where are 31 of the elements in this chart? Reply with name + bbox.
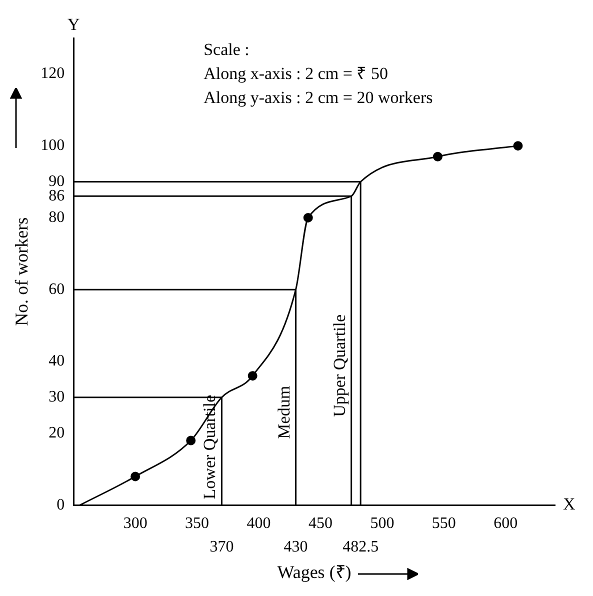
annotation: Along x-axis : 2 cm = ₹ 50 bbox=[204, 64, 388, 83]
annotation: Scale : bbox=[204, 40, 250, 59]
x-tick-label: 600 bbox=[494, 515, 518, 532]
text: X bbox=[563, 494, 576, 514]
y-tick-label: 0 bbox=[56, 496, 65, 514]
x-tick-label: 550 bbox=[432, 515, 456, 532]
annotation: 430 bbox=[284, 538, 308, 556]
x-tick-label: 400 bbox=[246, 515, 271, 532]
text: Upper Quartile bbox=[330, 314, 349, 417]
x-axis-title: Wages (₹) bbox=[277, 562, 352, 582]
y-tick-label: 90 bbox=[48, 172, 65, 190]
x-tick-label: 500 bbox=[370, 515, 394, 532]
x-tick-label: 300 bbox=[123, 515, 148, 532]
annotation: Along y-axis : 2 cm = 20 workers bbox=[204, 88, 433, 107]
y-tick-label: 80 bbox=[48, 208, 65, 226]
text: Y bbox=[67, 14, 80, 34]
point bbox=[513, 141, 523, 151]
y-tick-label: 40 bbox=[48, 352, 65, 370]
annotation: 482.5 bbox=[342, 538, 379, 556]
x-tick-label: 450 bbox=[308, 515, 332, 532]
y-axis-title: No. of workers bbox=[12, 217, 32, 326]
text: Medum bbox=[274, 386, 294, 439]
y-tick-label: 86 bbox=[48, 187, 65, 204]
y-tick-label: 20 bbox=[48, 424, 65, 442]
y-tick-label: 120 bbox=[40, 65, 65, 82]
y-tick-label: 60 bbox=[48, 280, 65, 298]
annotation: 370 bbox=[210, 538, 234, 556]
y-tick-label: 100 bbox=[40, 137, 65, 154]
x-tick-label: 350 bbox=[185, 515, 210, 532]
y-tick-label: 30 bbox=[48, 388, 65, 406]
text: Lower Quartile bbox=[200, 394, 220, 500]
